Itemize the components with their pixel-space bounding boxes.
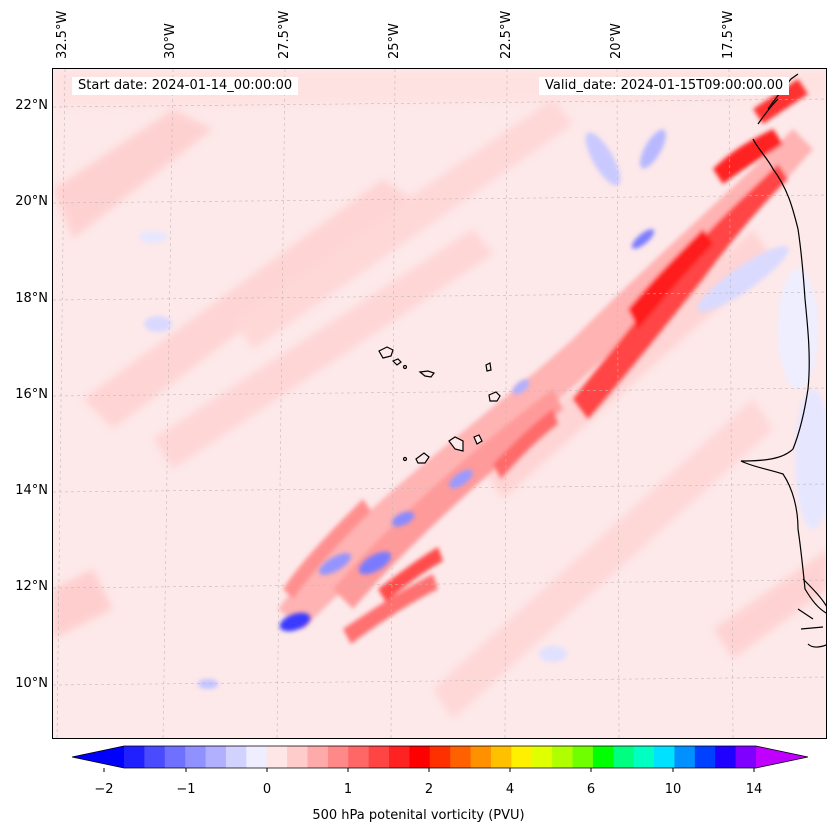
colorbar-segment (592, 746, 614, 768)
pv-negative-patches (139, 129, 826, 689)
lon-label-22-5w: 22.5°W (499, 10, 514, 59)
map-area[interactable] (52, 68, 827, 739)
cbar-tick-neg2: −2 (94, 782, 114, 797)
lat-label-12n: 12°N (15, 579, 48, 594)
cbar-tick-10: 10 (664, 782, 682, 797)
colorbar-outline (71, 745, 809, 769)
colorbar-segment (144, 746, 166, 768)
colorbar-segment (429, 746, 451, 768)
colorbar-segment (185, 746, 207, 768)
lon-label-27-5w: 27.5°W (277, 10, 292, 59)
colorbar-segment (389, 746, 410, 768)
colorbar-segment (266, 746, 288, 768)
pv-contour-map (53, 69, 826, 738)
cbar-tick-6: 6 (586, 782, 596, 797)
lon-label-20w: 20°W (609, 23, 624, 59)
cbar-tick-neg1: −1 (176, 782, 196, 797)
colorbar-segment (511, 746, 533, 768)
pv-light-bands (53, 69, 826, 719)
colorbar-segment (531, 746, 553, 768)
colorbar-segment (735, 746, 757, 768)
colorbar-segment (572, 746, 594, 768)
graticule (53, 69, 826, 738)
colorbar-segment (409, 746, 431, 768)
lon-label-30w: 30°W (163, 23, 178, 59)
colorbar-segment (694, 746, 716, 768)
colorbar-segment (225, 746, 247, 768)
pv-blue-vortices (279, 229, 655, 632)
lon-label-17-5w: 17.5°W (721, 10, 736, 59)
colorbar-segment (552, 746, 574, 768)
colorbar-segment (164, 746, 186, 768)
lon-label-25w: 25°W (387, 23, 402, 59)
pv-streamer (278, 79, 813, 644)
lat-label-20n: 20°N (15, 194, 48, 209)
lat-label-22n: 22°N (15, 98, 48, 113)
colorbar-segment (490, 746, 512, 768)
colorbar-segment (124, 746, 145, 768)
lat-label-18n: 18°N (15, 291, 48, 306)
colorbar-segment (348, 746, 370, 768)
colorbar-label: 500 hPa potenital vorticity (PVU) (312, 808, 525, 823)
colorbar-segment (287, 746, 308, 768)
cbar-tick-14: 14 (745, 782, 763, 797)
colorbar (71, 745, 809, 772)
cbar-tick-0: 0 (262, 782, 272, 797)
colorbar-segment (327, 746, 349, 768)
cbar-tick-1: 1 (343, 782, 353, 797)
colorbar-segment (633, 746, 655, 768)
colorbar-segment (205, 746, 227, 768)
colorbar-segment (246, 746, 268, 768)
cbar-tick-4: 4 (505, 782, 515, 797)
lon-label-32-5w: 32.5°W (55, 10, 70, 59)
colorbar-segment (470, 746, 492, 768)
colorbar-extend-min (72, 746, 124, 768)
colorbar-segment (613, 746, 635, 768)
cape-verde-islands (378, 346, 501, 464)
colorbar-segment (450, 746, 472, 768)
colorbar-extend-max (756, 746, 808, 768)
valid-date-label: Valid_date: 2024-01-15T09:00:00.00 (539, 77, 790, 95)
lat-label-16n: 16°N (15, 387, 48, 402)
lat-label-10n: 10°N (15, 676, 48, 691)
colorbar-segment (654, 746, 675, 768)
colorbar-segment (368, 746, 390, 768)
colorbar-segment (715, 746, 737, 768)
lat-label-14n: 14°N (15, 483, 48, 498)
colorbar-segment (674, 746, 696, 768)
coastline (740, 73, 826, 648)
start-date-label: Start date: 2024-01-14_00:00:00 (72, 77, 299, 95)
colorbar-segment (307, 746, 329, 768)
cbar-tick-2: 2 (424, 782, 434, 797)
